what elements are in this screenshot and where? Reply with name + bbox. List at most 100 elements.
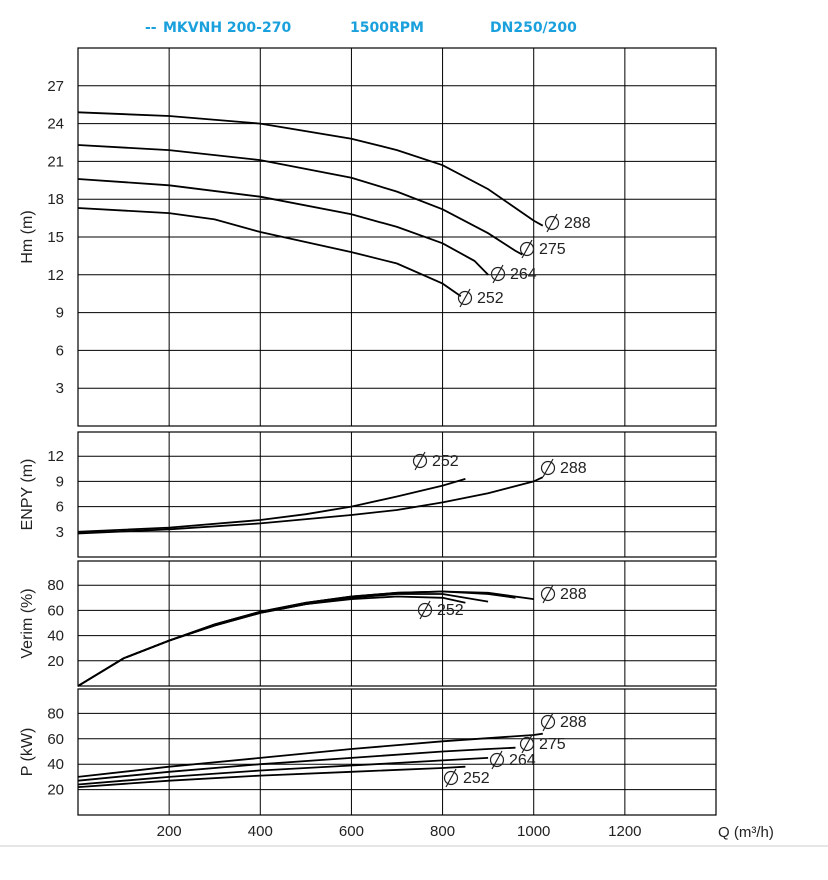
x-tick-label: 600 [339,823,364,840]
diameter-value: 264 [509,752,536,769]
y-tick-label-efficiency: 40 [47,628,64,645]
y-tick-label-power: 80 [47,705,64,722]
y-tick-label-head: 27 [47,78,64,95]
diameter-value: 264 [510,266,537,283]
x-axis-label: Q (m³/h) [718,824,774,841]
diameter-symbol-icon [540,714,556,730]
x-tick-label: 400 [248,823,273,840]
diameter-symbol-icon [412,453,428,469]
diameter-symbol-icon [417,602,433,618]
curve-head-252 [77,207,462,297]
diameter-slash-icon [414,451,426,471]
curve-power-264 [77,757,489,786]
diameter-value: 275 [539,241,566,258]
x-tick-label: 800 [430,823,455,840]
diameter-slash-icon [521,734,533,754]
panel-frame-npsh [77,431,717,558]
diameter-symbol-icon [544,215,560,231]
y-tick-label-npsh: 9 [56,473,64,490]
header-size: DN250/200 [490,20,577,36]
y-tick-label-head: 24 [47,116,64,133]
diameter-label-efficiency-252: 252 [417,600,464,620]
diameter-symbol-icon [519,736,535,752]
curve-efficiency-252 [77,595,466,687]
y-axis-label-efficiency: Verim (%) [19,588,36,658]
y-axis-label-power: P (kW) [19,728,36,777]
curve-npsh-252 [77,478,466,533]
y-axis-label-npsh: ENPY (m) [19,459,36,531]
diameter-slash-icon [521,239,533,259]
diameter-symbol-icon [443,770,459,786]
y-tick-label-efficiency: 60 [47,602,64,619]
diameter-value: 252 [463,770,490,787]
panel-frame-efficiency [77,560,717,687]
y-tick-label-head: 15 [47,229,64,246]
curve-head-264 [77,178,489,276]
y-tick-label-head: 9 [56,305,64,322]
diameter-label-head-288: 288 [544,213,591,233]
curve-head-275 [77,144,523,256]
diameter-label-power-275: 275 [519,734,566,754]
diameter-value: 288 [564,215,591,232]
diameter-label-power-264: 264 [489,750,536,770]
diameter-value: 288 [560,586,587,603]
x-tick-label: 1000 [517,823,550,840]
header-model: MKVNH 200-270 [163,20,292,36]
diameter-value: 252 [437,602,464,619]
y-tick-label-head: 6 [56,342,64,359]
diameter-label-power-252: 252 [443,768,490,788]
diameter-label-head-275: 275 [519,239,566,259]
y-tick-label-npsh: 12 [47,448,64,465]
diameter-symbol-icon [540,586,556,602]
diameter-slash-icon [542,712,554,732]
diameter-value: 288 [560,714,587,731]
diameter-value: 275 [539,736,566,753]
curve-power-252 [77,765,466,788]
diameter-slash-icon [459,288,471,308]
header-prefix: -- [145,20,157,36]
diameter-symbol-icon [519,241,535,257]
diameter-label-npsh-288: 288 [540,458,587,478]
y-axis-label-head: Hm (m) [19,210,36,263]
y-tick-label-power: 40 [47,756,64,773]
y-tick-label-head: 3 [56,380,64,397]
x-tick-label: 200 [157,823,182,840]
diameter-slash-icon [546,213,558,233]
diameter-symbol-icon [457,290,473,306]
y-tick-label-head: 18 [47,191,64,208]
diameter-label-head-264: 264 [490,264,537,284]
curve-power-288 [77,732,543,778]
curve-head-288 [77,111,544,227]
diameter-symbol-icon [489,752,505,768]
diameter-slash-icon [491,750,503,770]
diameter-slash-icon [542,458,554,478]
header-speed: 1500RPM [350,20,424,36]
diameter-label-head-252: 252 [457,288,504,308]
y-tick-label-npsh: 3 [56,524,64,541]
panel-frame-power [77,688,717,816]
y-tick-label-efficiency: 20 [47,653,64,670]
diameter-slash-icon [492,264,504,284]
diameter-label-efficiency-288: 288 [540,584,587,604]
diameter-symbol-icon [540,460,556,476]
y-tick-label-head: 21 [47,153,64,170]
curve-npsh-288 [77,476,544,535]
diameter-value: 288 [560,460,587,477]
y-tick-label-efficiency: 80 [47,577,64,594]
curve-power-275 [77,746,516,782]
x-tick-label: 1200 [608,823,641,840]
diameter-slash-icon [542,584,554,604]
diameter-value: 252 [432,453,459,470]
y-tick-label-head: 12 [47,267,64,284]
y-tick-label-power: 20 [47,782,64,799]
y-tick-label-power: 60 [47,731,64,748]
diameter-symbol-icon [490,266,506,282]
diameter-slash-icon [419,600,431,620]
diameter-label-power-288: 288 [540,712,587,732]
diameter-value: 252 [477,290,504,307]
y-tick-label-npsh: 6 [56,499,64,516]
curve-efficiency-288 [77,590,534,687]
diameter-label-npsh-252: 252 [412,451,459,471]
diameter-slash-icon [445,768,457,788]
